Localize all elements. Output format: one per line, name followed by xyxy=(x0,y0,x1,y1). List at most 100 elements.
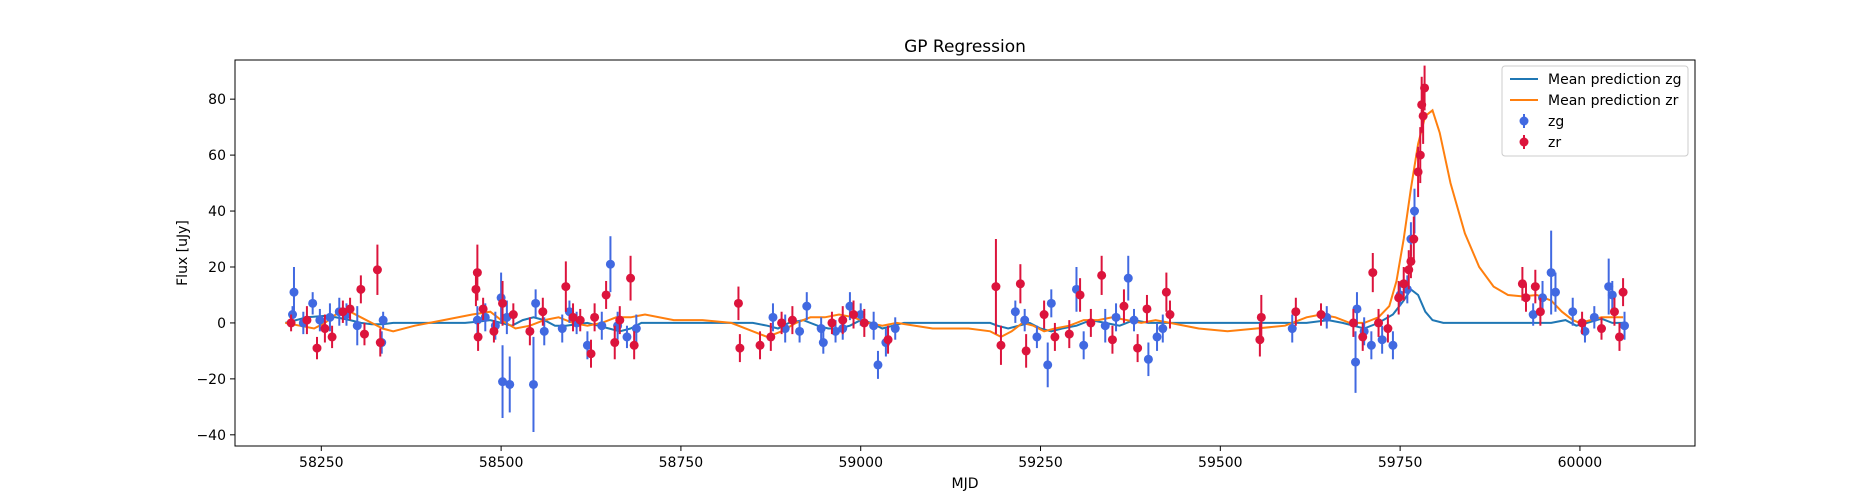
point-marker xyxy=(1158,324,1168,334)
point-marker xyxy=(473,332,483,342)
point-marker xyxy=(1064,329,1074,339)
data-point-zr xyxy=(755,331,765,360)
legend-box xyxy=(1501,65,1689,157)
data-point-zg xyxy=(315,308,325,332)
point-marker xyxy=(338,307,348,317)
data-point-zr xyxy=(498,280,508,326)
point-marker xyxy=(768,312,778,322)
data-point-zr xyxy=(586,339,596,368)
data-point-zr xyxy=(538,297,548,326)
data-point-zg xyxy=(1143,342,1153,377)
data-point-zr xyxy=(1291,297,1301,326)
data-point-zr xyxy=(345,297,355,321)
point-marker xyxy=(1097,270,1107,280)
data-point-zr xyxy=(473,322,483,351)
point-marker xyxy=(1410,206,1420,216)
point-marker xyxy=(802,301,812,311)
data-point-zg xyxy=(1620,311,1630,340)
point-marker xyxy=(1046,298,1056,308)
point-marker xyxy=(873,360,883,370)
point-marker xyxy=(538,307,548,317)
x-tick-label: 60000 xyxy=(1558,455,1603,471)
data-point-zr xyxy=(1119,289,1129,323)
data-point-zg xyxy=(873,350,883,379)
y-tick-label: 40 xyxy=(208,204,226,220)
data-point-zr xyxy=(1097,255,1107,295)
data-point-zr xyxy=(561,261,571,312)
data-point-zr xyxy=(327,325,337,349)
legend: Mean prediction zg Mean prediction zr zg zr xyxy=(1501,65,1689,157)
x-tick-label: 58500 xyxy=(479,455,524,471)
point-marker xyxy=(345,304,355,314)
data-point-zr xyxy=(1530,269,1540,304)
point-marker xyxy=(1032,332,1042,342)
x-tick-label: 59000 xyxy=(838,455,883,471)
data-point-zr xyxy=(735,334,745,363)
legend-swatch-marker xyxy=(1519,116,1529,126)
data-point-zg xyxy=(1366,331,1376,360)
point-marker xyxy=(1291,307,1301,317)
legend-swatch-marker xyxy=(1519,137,1529,147)
y-tick-label: 60 xyxy=(208,148,226,164)
point-marker xyxy=(1015,279,1025,289)
point-marker xyxy=(601,290,611,300)
point-marker xyxy=(1133,343,1143,353)
data-point-zg xyxy=(528,336,538,433)
data-point-zr xyxy=(372,244,382,295)
data-point-zr xyxy=(787,306,797,335)
x-axis-label: MJD xyxy=(952,476,979,492)
data-point-zg xyxy=(308,292,318,315)
point-marker xyxy=(777,318,787,328)
point-marker xyxy=(1517,279,1527,289)
point-marker xyxy=(849,310,859,320)
point-marker xyxy=(508,310,518,320)
data-point-zg xyxy=(869,311,879,340)
point-marker xyxy=(605,259,615,269)
point-marker xyxy=(1142,304,1152,314)
data-point-zr xyxy=(1409,216,1419,262)
data-point-zg xyxy=(802,292,812,321)
point-marker xyxy=(1021,346,1031,356)
data-point-zg xyxy=(1388,331,1398,360)
data-point-zg xyxy=(1043,342,1053,388)
point-marker xyxy=(1383,324,1393,334)
point-marker xyxy=(1348,318,1358,328)
data-point-zr xyxy=(1597,317,1607,340)
point-marker xyxy=(315,315,325,325)
data-point-zr xyxy=(312,336,322,360)
x-axis-ticks: 58250 58500 58750 59000 59250 59500 59750 60000 xyxy=(299,446,1602,471)
point-marker xyxy=(557,324,567,334)
data-point-zg xyxy=(1528,303,1538,326)
point-marker xyxy=(1020,315,1030,325)
point-marker xyxy=(1368,268,1378,278)
data-point-zg xyxy=(890,317,900,340)
point-marker xyxy=(597,321,607,331)
data-point-zr xyxy=(1383,314,1393,343)
data-point-zg xyxy=(1568,297,1578,326)
point-marker xyxy=(1418,111,1428,121)
data-point-zr xyxy=(472,244,482,301)
data-point-zr xyxy=(489,320,499,343)
data-point-zr xyxy=(1075,278,1085,312)
point-marker xyxy=(816,324,826,334)
point-marker xyxy=(1143,354,1153,364)
data-point-zr xyxy=(1348,308,1358,337)
point-marker xyxy=(1618,287,1628,297)
data-point-zr xyxy=(1161,272,1171,312)
point-marker xyxy=(1161,287,1171,297)
data-point-zg xyxy=(1111,303,1121,332)
data-point-zg xyxy=(1010,300,1020,323)
point-marker xyxy=(352,321,362,331)
data-point-zr xyxy=(1517,266,1527,301)
data-point-zr xyxy=(1039,300,1049,329)
point-marker xyxy=(320,324,330,334)
point-marker xyxy=(1316,310,1326,320)
data-point-zg xyxy=(498,345,508,419)
point-marker xyxy=(505,379,515,389)
point-marker xyxy=(359,329,369,339)
data-point-zr xyxy=(1618,278,1628,307)
point-marker xyxy=(883,335,893,345)
point-marker xyxy=(539,326,549,336)
data-point-zr xyxy=(859,308,869,337)
point-marker xyxy=(575,315,585,325)
